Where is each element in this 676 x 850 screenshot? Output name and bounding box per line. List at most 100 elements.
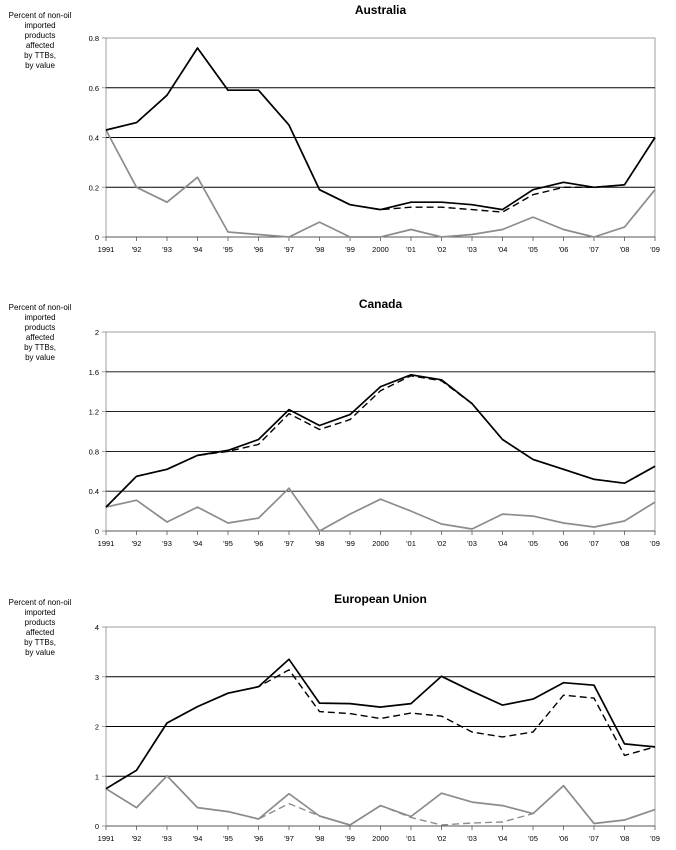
x-tick-label: '95 — [223, 539, 233, 548]
x-tick-label: '95 — [223, 834, 233, 843]
x-tick-label: '04 — [498, 245, 508, 254]
series-line-solid-black — [105, 373, 656, 508]
y-tick-label: 0 — [95, 233, 99, 242]
x-tick-label: '92 — [132, 539, 142, 548]
y-axis-label-line: imported — [24, 608, 55, 617]
x-tick-label: '07 — [589, 245, 599, 254]
x-tick-label: '01 — [406, 539, 416, 548]
x-tick-label: '99 — [345, 245, 355, 254]
series-line-solid-gray — [105, 487, 656, 532]
series-line-solid-gray — [105, 129, 656, 238]
y-axis-label-line: by value — [25, 353, 55, 362]
y-axis-label-line: by value — [25, 648, 55, 657]
x-tick-label: '04 — [498, 834, 508, 843]
x-tick-label: '94 — [193, 539, 203, 548]
x-tick-label: '97 — [284, 245, 294, 254]
x-tick-label: '94 — [193, 834, 203, 843]
plot-area — [105, 331, 656, 532]
x-tick-label: '96 — [254, 834, 264, 843]
x-tick-label: '09 — [650, 245, 660, 254]
y-axis-label-line: affected — [26, 333, 54, 342]
x-tick-label: '02 — [437, 245, 447, 254]
series-line-dashed-black — [105, 669, 656, 790]
x-tick-label: '97 — [284, 834, 294, 843]
y-tick-label: 0.8 — [89, 447, 99, 456]
x-tick-label: '06 — [559, 834, 569, 843]
x-tick-label: 2000 — [372, 245, 389, 254]
y-tick-label: 0.4 — [89, 487, 99, 496]
y-tick-label: 4 — [95, 623, 99, 632]
x-tick-label: '92 — [132, 834, 142, 843]
y-axis-label-line: by value — [25, 61, 55, 70]
x-tick-label: '03 — [467, 245, 477, 254]
y-axis-label-line: products — [25, 31, 56, 40]
x-tick-label: '99 — [345, 539, 355, 548]
chart-title: European Union — [334, 592, 427, 606]
chart-0: Australia Percent of non-oilimportedprodu… — [9, 3, 660, 254]
x-tick-label: '99 — [345, 834, 355, 843]
x-tick-label: '09 — [650, 539, 660, 548]
y-axis-label-line: imported — [24, 313, 55, 322]
x-tick-label: '04 — [498, 539, 508, 548]
x-tick-label: '08 — [620, 245, 630, 254]
y-tick-label: 1 — [95, 772, 99, 781]
y-axis-label-line: by TTBs, — [24, 51, 56, 60]
series-line-solid-black — [105, 47, 656, 211]
series-line-solid-gray — [105, 774, 656, 826]
chart-title: Australia — [355, 3, 407, 17]
x-tick-label: '93 — [162, 539, 172, 548]
y-axis-label-line: products — [25, 618, 56, 627]
x-tick-label: 1991 — [98, 539, 115, 548]
x-tick-label: '05 — [528, 245, 538, 254]
y-tick-label: 0.2 — [89, 183, 99, 192]
y-tick-label: 1.2 — [89, 408, 99, 417]
x-tick-label: 2000 — [372, 539, 389, 548]
y-tick-label: 0.6 — [89, 84, 99, 93]
x-tick-label: '93 — [162, 245, 172, 254]
x-tick-label: '93 — [162, 834, 172, 843]
x-tick-label: '92 — [132, 245, 142, 254]
y-tick-label: 2 — [95, 328, 99, 337]
y-tick-label: 1.6 — [89, 368, 99, 377]
y-axis-label-line: Percent of non-oil — [9, 303, 72, 312]
x-tick-label: 2000 — [372, 834, 389, 843]
series-line-dashed-black — [105, 375, 656, 508]
x-tick-label: '98 — [315, 539, 325, 548]
x-tick-label: '07 — [589, 539, 599, 548]
y-axis-label-line: products — [25, 323, 56, 332]
x-tick-label: 1991 — [98, 834, 115, 843]
x-tick-label: '98 — [315, 834, 325, 843]
chart-1: Canada Percent of non-oilimportedproducts… — [9, 297, 660, 548]
x-tick-label: '98 — [315, 245, 325, 254]
x-tick-label: '06 — [559, 245, 569, 254]
x-tick-label: '03 — [467, 539, 477, 548]
y-tick-label: 0.8 — [89, 34, 99, 43]
series-line-dashed-gray — [105, 775, 656, 826]
y-axis-label-line: Percent of non-oil — [9, 11, 72, 20]
y-axis-label-line: Percent of non-oil — [9, 598, 72, 607]
x-tick-label: '03 — [467, 834, 477, 843]
x-tick-label: '02 — [437, 834, 447, 843]
y-tick-label: 0 — [95, 527, 99, 536]
x-tick-label: '05 — [528, 834, 538, 843]
x-tick-label: 1991 — [98, 245, 115, 254]
x-tick-label: '96 — [254, 539, 264, 548]
x-tick-label: '01 — [406, 834, 416, 843]
y-tick-label: 0 — [95, 822, 99, 831]
chart-title: Canada — [359, 297, 403, 311]
y-axis-label-line: by TTBs, — [24, 343, 56, 352]
x-tick-label: '95 — [223, 245, 233, 254]
x-tick-label: '08 — [620, 539, 630, 548]
y-tick-label: 3 — [95, 673, 99, 682]
x-tick-label: '08 — [620, 834, 630, 843]
x-tick-label: '06 — [559, 539, 569, 548]
chart-2: European Union Percent of non-oilimported… — [9, 592, 660, 843]
x-tick-label: '09 — [650, 834, 660, 843]
x-tick-label: '97 — [284, 539, 294, 548]
y-axis-label-line: by TTBs, — [24, 638, 56, 647]
y-axis-label-line: imported — [24, 21, 55, 30]
x-tick-label: '94 — [193, 245, 203, 254]
x-tick-label: '05 — [528, 539, 538, 548]
y-tick-label: 2 — [95, 723, 99, 732]
